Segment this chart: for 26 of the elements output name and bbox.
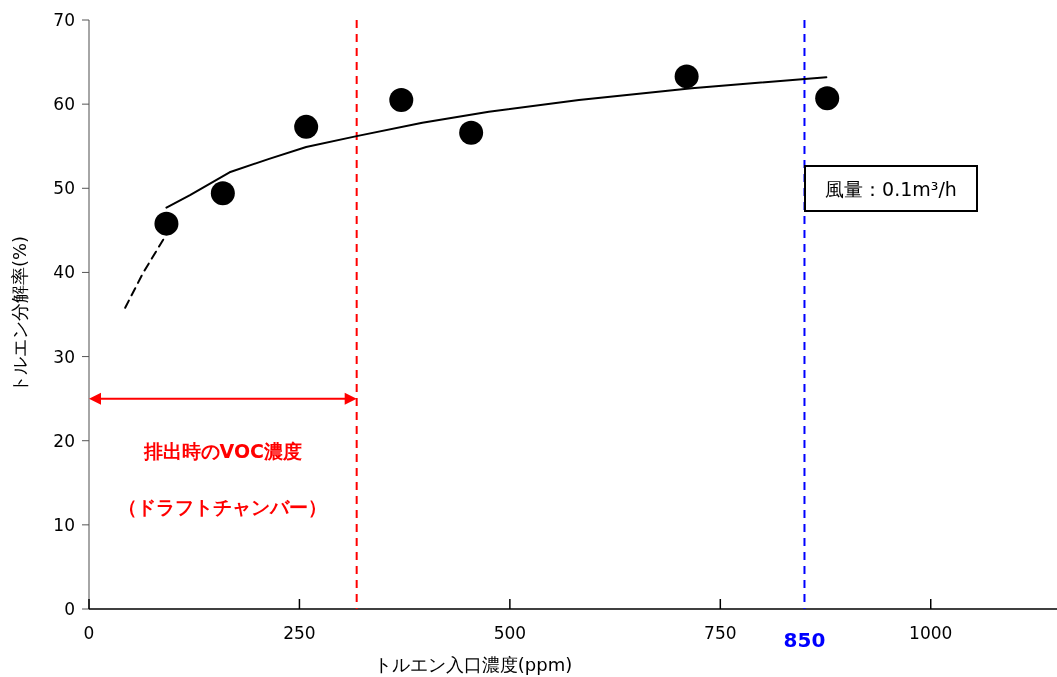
point [389,87,414,112]
point [294,114,319,139]
y-tick-label: 70 [53,10,75,30]
y-tick-label: 30 [53,346,75,367]
point [815,86,840,111]
point [459,120,484,145]
y-tick-label: 50 [53,178,75,199]
x-tick-label: 250 [283,623,316,643]
y-axis-title: トルエン分解率(%) [9,235,30,394]
y-tick-label: 60 [53,94,75,115]
annotation: 風量：0.1m³/h [825,178,957,200]
x-tick-label: 0 [83,623,95,643]
y-tick-label: 0 [64,599,75,619]
annotation: （ドラフトチャンバー） [118,495,328,518]
ref-line-label: 850 [783,628,826,652]
y-tick-label: 10 [53,514,75,535]
x-axis-title: トルエン入口濃度(ppm) [373,654,573,675]
annotation: 排出時のVOC濃度 [142,439,303,462]
point [210,181,235,206]
y-tick-label: 40 [53,262,75,283]
x-tick-label: 1000 [909,623,953,643]
y-tick-label: 20 [53,430,75,451]
point [674,64,699,89]
x-tick-label: 750 [704,623,737,643]
x-tick-label: 500 [493,623,527,643]
point [154,211,179,236]
